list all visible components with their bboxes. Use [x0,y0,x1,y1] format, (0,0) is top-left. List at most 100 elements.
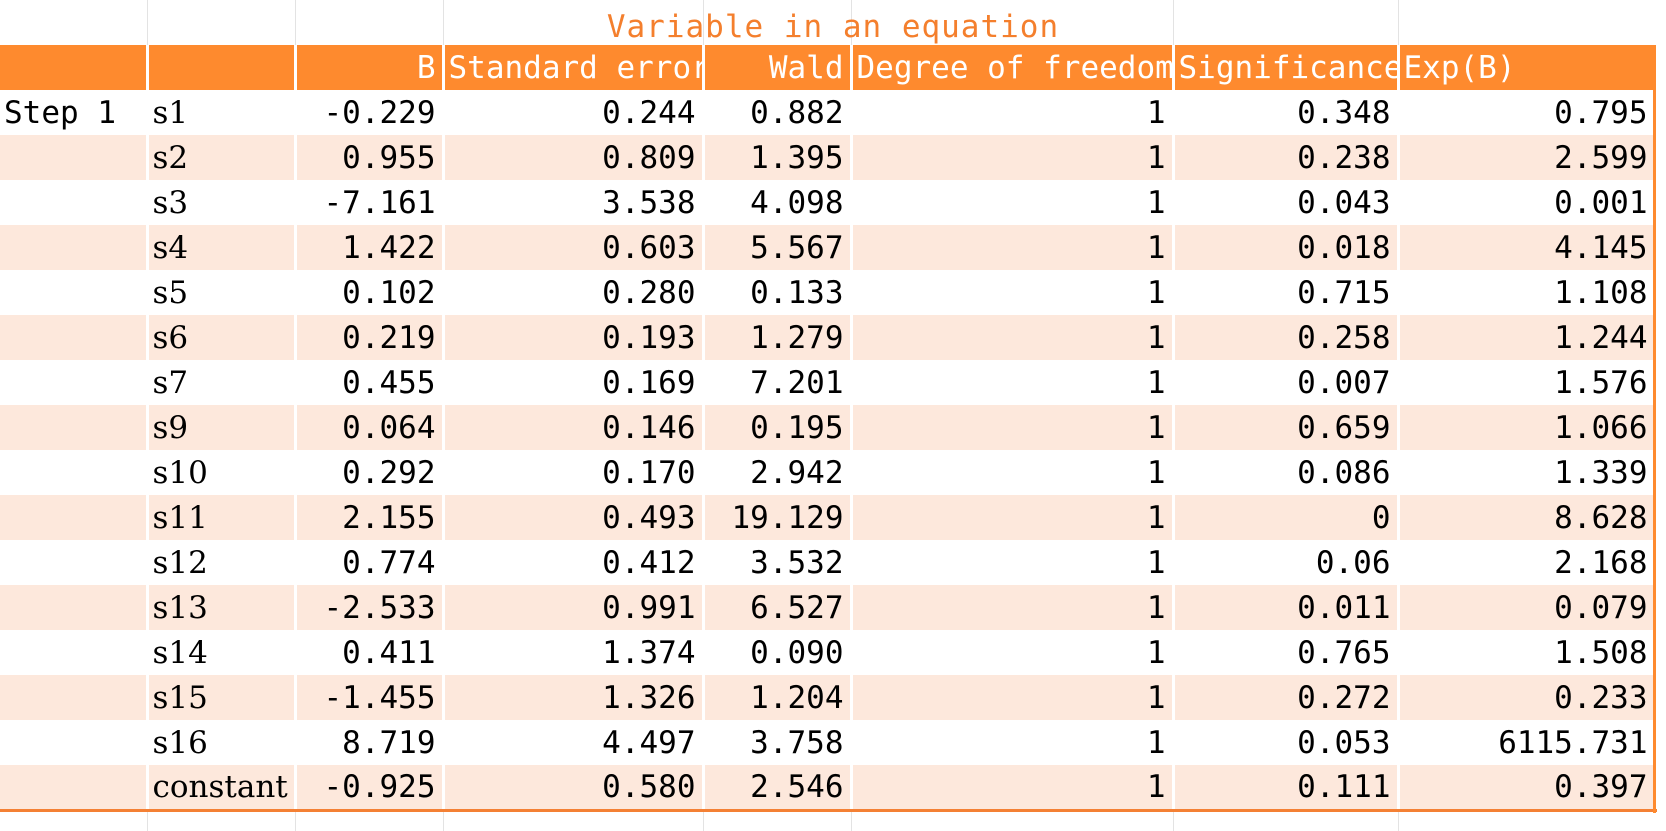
cell-wald[interactable]: 3.758 [703,720,853,765]
cell-degree-of-freedom[interactable]: 1 [851,90,1175,135]
cell-standard-error[interactable]: 0.991 [443,585,705,630]
cell-b[interactable]: -0.229 [295,90,445,135]
cell-significance[interactable]: 0.111 [1173,765,1400,812]
cell-exp-b[interactable]: 0.233 [1398,675,1657,720]
cell-significance[interactable]: 0.765 [1173,630,1400,675]
cell-degree-of-freedom[interactable]: 1 [851,405,1175,450]
cell-variable[interactable]: s15 [147,675,297,720]
cell-step[interactable] [0,450,149,495]
cell-variable[interactable]: s13 [147,585,297,630]
cell-variable[interactable]: s5 [147,270,297,315]
cell-significance[interactable]: 0.715 [1173,270,1400,315]
cell-exp-b[interactable]: 1.508 [1398,630,1657,675]
header-degree-of-freedom[interactable]: Degree of freedom [851,45,1175,90]
cell-step[interactable] [0,720,149,765]
cell-b[interactable]: 0.102 [295,270,445,315]
cell-exp-b[interactable]: 2.168 [1398,540,1657,585]
cell-b[interactable]: 0.219 [295,315,445,360]
cell-variable[interactable]: s9 [147,405,297,450]
cell-variable[interactable]: constant [147,765,297,812]
cell-wald[interactable]: 1.395 [703,135,853,180]
header-b[interactable]: B [295,45,445,90]
cell-b[interactable]: 2.155 [295,495,445,540]
cell-wald[interactable]: 2.546 [703,765,853,812]
cell-variable[interactable]: s2 [147,135,297,180]
cell-degree-of-freedom[interactable]: 1 [851,450,1175,495]
header-step[interactable] [0,45,149,90]
header-variable[interactable] [147,45,297,90]
cell-standard-error[interactable]: 4.497 [443,720,705,765]
cell-b[interactable]: 0.455 [295,360,445,405]
cell-wald[interactable]: 6.527 [703,585,853,630]
cell-degree-of-freedom[interactable]: 1 [851,315,1175,360]
cell-variable[interactable]: s11 [147,495,297,540]
cell-step[interactable] [0,135,149,180]
cell-degree-of-freedom[interactable]: 1 [851,225,1175,270]
cell-exp-b[interactable]: 0.079 [1398,585,1657,630]
cell-degree-of-freedom[interactable]: 1 [851,540,1175,585]
cell-exp-b[interactable]: 6115.731 [1398,720,1657,765]
cell-wald[interactable]: 3.532 [703,540,853,585]
cell-b[interactable]: -1.455 [295,675,445,720]
cell-step[interactable] [0,675,149,720]
header-significance[interactable]: Significance [1173,45,1400,90]
cell-standard-error[interactable]: 0.193 [443,315,705,360]
cell-b[interactable]: -2.533 [295,585,445,630]
cell-step[interactable] [0,180,149,225]
cell-wald[interactable]: 1.204 [703,675,853,720]
cell-exp-b[interactable]: 1.576 [1398,360,1657,405]
cell-b[interactable]: 0.064 [295,405,445,450]
cell-exp-b[interactable]: 0.795 [1398,90,1657,135]
cell-wald[interactable]: 4.098 [703,180,853,225]
cell-significance[interactable]: 0.258 [1173,315,1400,360]
cell-wald[interactable]: 19.129 [703,495,853,540]
cell-significance[interactable]: 0.06 [1173,540,1400,585]
cell-standard-error[interactable]: 0.603 [443,225,705,270]
cell-exp-b[interactable]: 2.599 [1398,135,1657,180]
cell-variable[interactable]: s7 [147,360,297,405]
cell-degree-of-freedom[interactable]: 1 [851,630,1175,675]
cell-significance[interactable]: 0.053 [1173,720,1400,765]
cell-b[interactable]: 0.411 [295,630,445,675]
cell-step[interactable] [0,405,149,450]
cell-exp-b[interactable]: 1.108 [1398,270,1657,315]
cell-b[interactable]: 0.774 [295,540,445,585]
cell-step[interactable] [0,225,149,270]
cell-significance[interactable]: 0.238 [1173,135,1400,180]
cell-b[interactable]: 1.422 [295,225,445,270]
cell-exp-b[interactable]: 1.339 [1398,450,1657,495]
cell-degree-of-freedom[interactable]: 1 [851,765,1175,812]
cell-variable[interactable]: s6 [147,315,297,360]
cell-step[interactable] [0,360,149,405]
cell-degree-of-freedom[interactable]: 1 [851,360,1175,405]
cell-exp-b[interactable]: 4.145 [1398,225,1657,270]
cell-degree-of-freedom[interactable]: 1 [851,675,1175,720]
cell-standard-error[interactable]: 0.146 [443,405,705,450]
cell-degree-of-freedom[interactable]: 1 [851,135,1175,180]
cell-step[interactable] [0,540,149,585]
cell-b[interactable]: -7.161 [295,180,445,225]
cell-significance[interactable]: 0.272 [1173,675,1400,720]
cell-step[interactable] [0,585,149,630]
cell-standard-error[interactable]: 0.280 [443,270,705,315]
cell-standard-error[interactable]: 1.374 [443,630,705,675]
cell-significance[interactable]: 0.086 [1173,450,1400,495]
cell-wald[interactable]: 1.279 [703,315,853,360]
cell-standard-error[interactable]: 0.580 [443,765,705,812]
cell-exp-b[interactable]: 0.397 [1398,765,1657,812]
cell-exp-b[interactable]: 1.244 [1398,315,1657,360]
cell-wald[interactable]: 5.567 [703,225,853,270]
cell-step[interactable] [0,630,149,675]
cell-significance[interactable]: 0.348 [1173,90,1400,135]
cell-wald[interactable]: 2.942 [703,450,853,495]
cell-standard-error[interactable]: 0.170 [443,450,705,495]
cell-step[interactable] [0,270,149,315]
cell-exp-b[interactable]: 1.066 [1398,405,1657,450]
cell-step[interactable] [0,315,149,360]
cell-standard-error[interactable]: 0.244 [443,90,705,135]
cell-significance[interactable]: 0.007 [1173,360,1400,405]
cell-significance[interactable]: 0.011 [1173,585,1400,630]
cell-significance[interactable]: 0.659 [1173,405,1400,450]
cell-degree-of-freedom[interactable]: 1 [851,495,1175,540]
cell-variable[interactable]: s14 [147,630,297,675]
